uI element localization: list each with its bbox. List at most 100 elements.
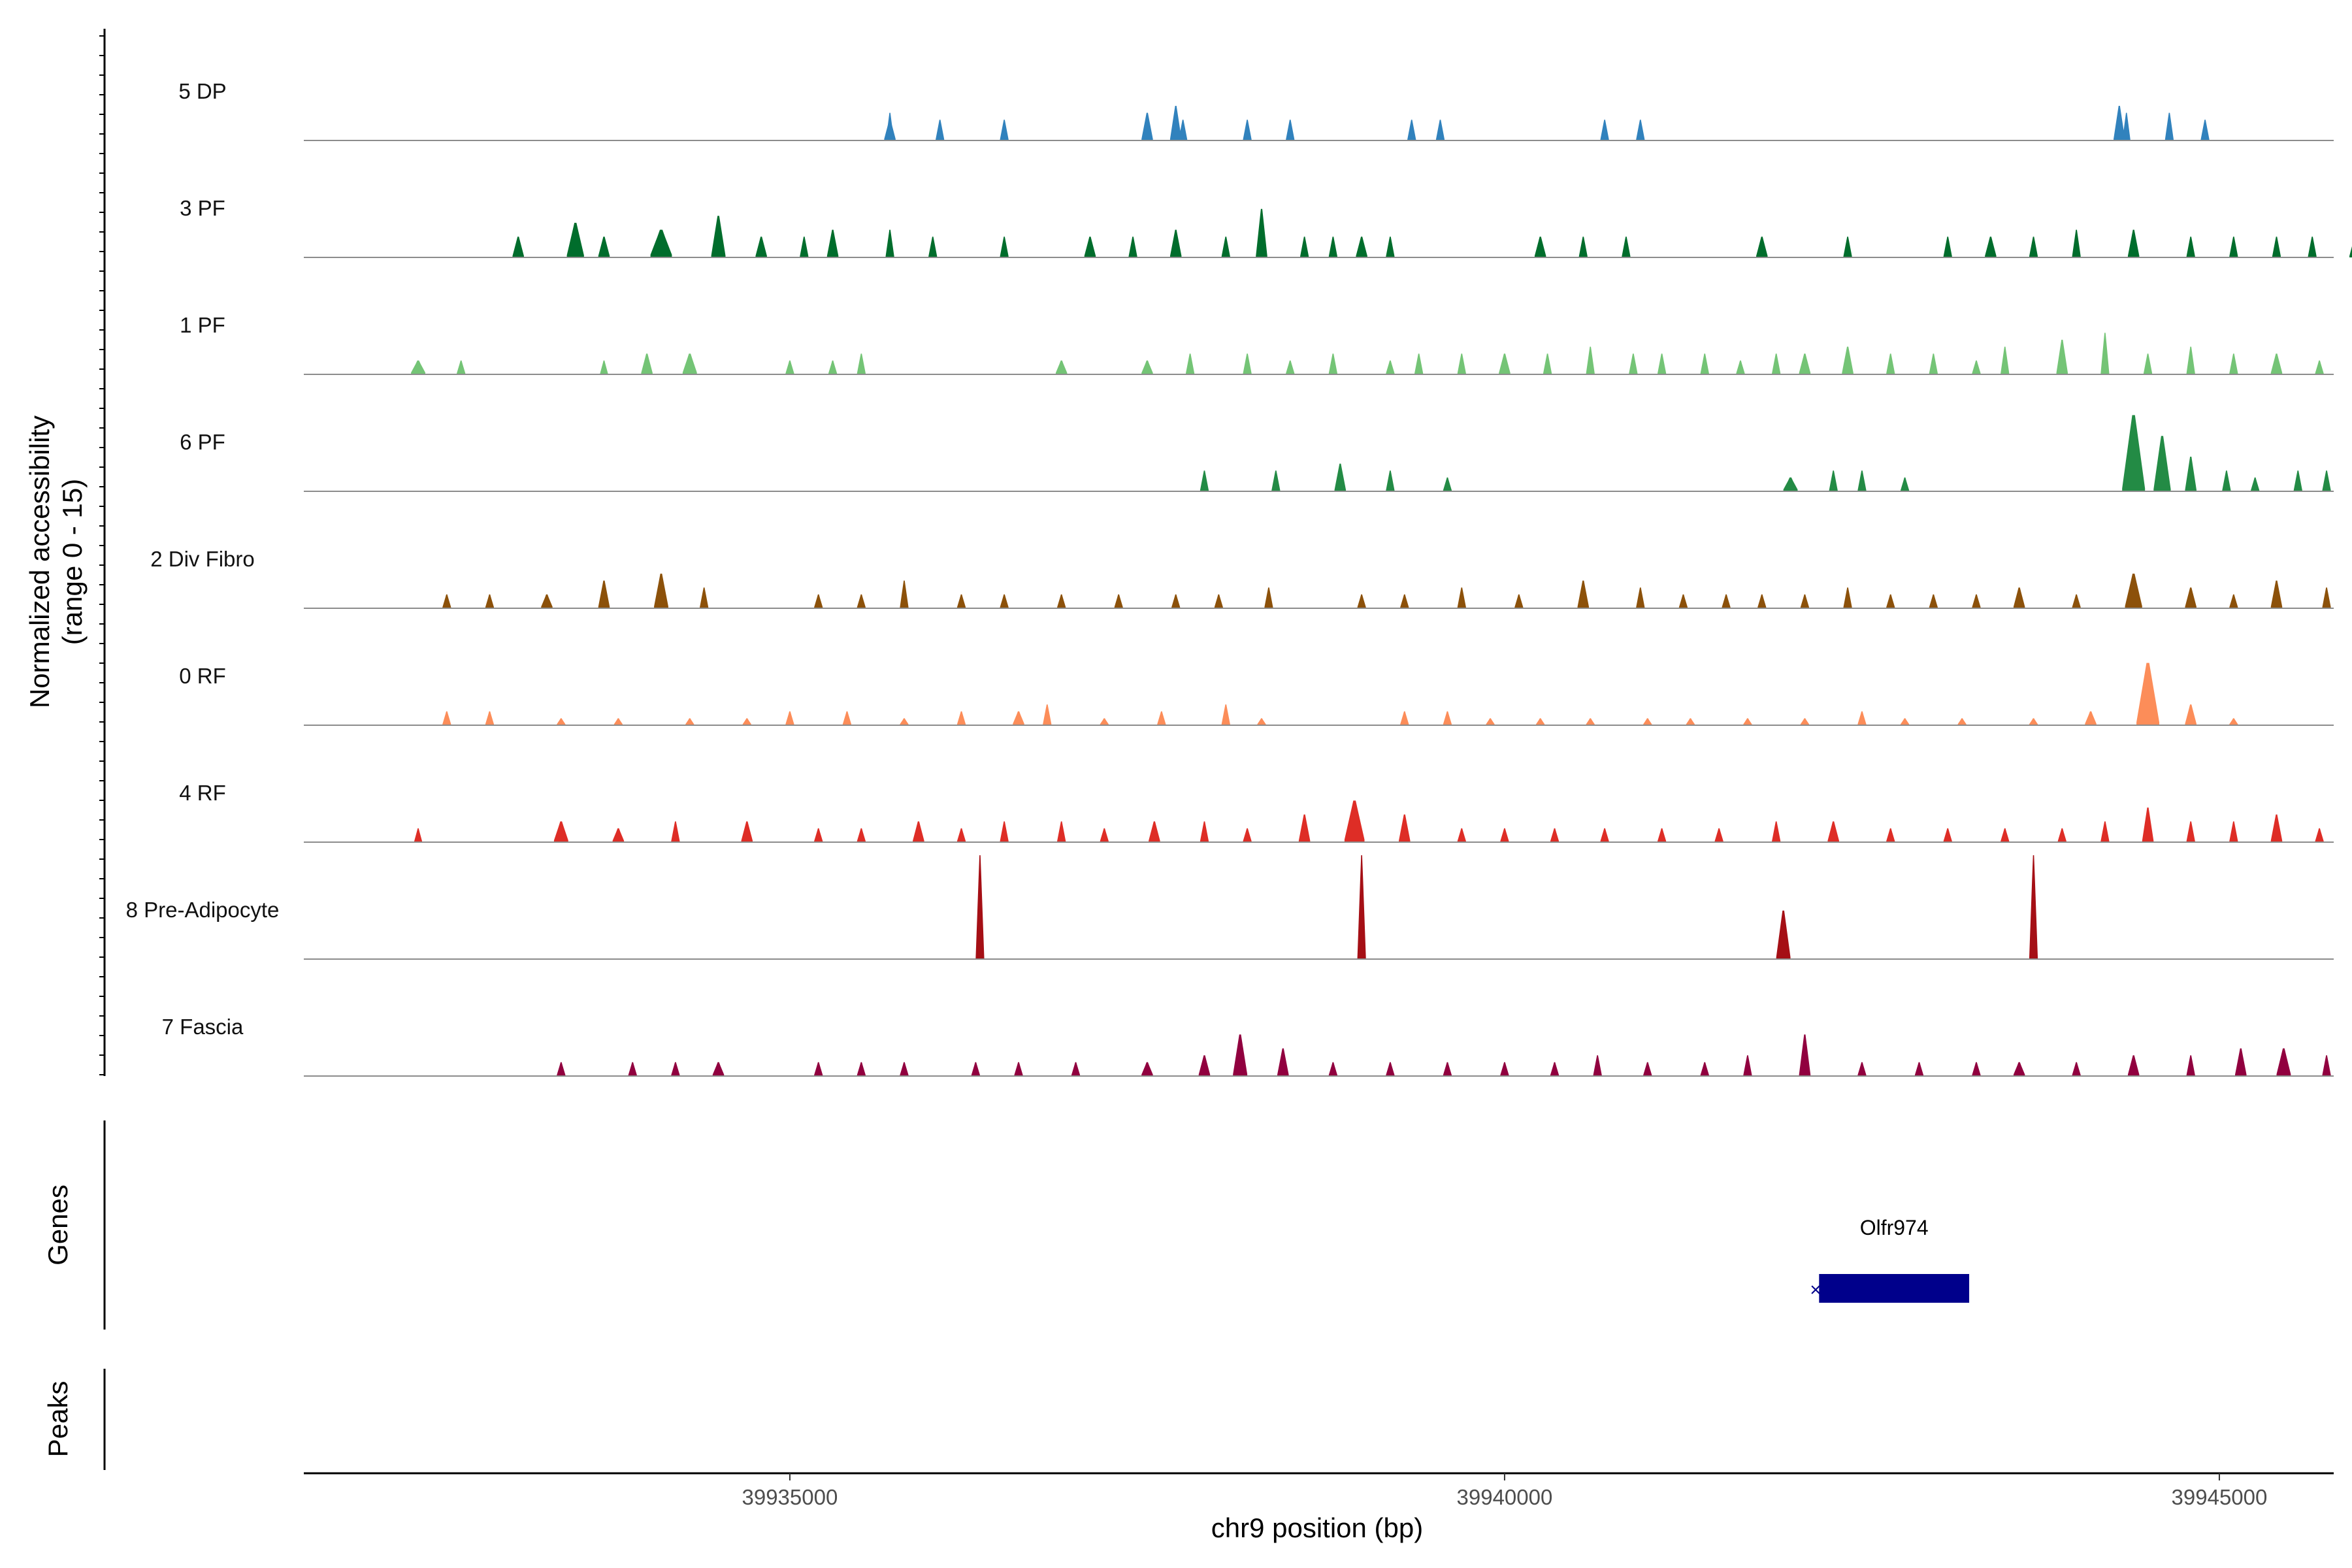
accessibility-peak	[2200, 120, 2210, 140]
accessibility-peak	[1586, 718, 1595, 725]
accessibility-peak	[1149, 821, 1160, 842]
accessibility-peak	[1233, 1034, 1248, 1076]
accessibility-peak	[1457, 587, 1466, 608]
accessibility-peak	[1443, 477, 1452, 491]
accessibility-peak	[1776, 910, 1791, 959]
accessibility-peak	[2153, 436, 2171, 491]
accessibility-peak	[1186, 353, 1195, 374]
accessibility-peak	[557, 718, 566, 725]
accessibility-peak	[1643, 1062, 1652, 1076]
accessibility-peak	[956, 594, 966, 608]
accessibility-peak	[1214, 594, 1223, 608]
accessibility-peak	[826, 229, 839, 257]
accessibility-peak	[654, 574, 668, 608]
accessibility-peak	[1842, 346, 1854, 374]
accessibility-peak	[557, 1062, 566, 1076]
accessibility-peak	[711, 216, 726, 257]
x-tick-label: 39945000	[2172, 1485, 2268, 1509]
accessibility-peak	[755, 237, 767, 257]
accessibility-peak	[900, 1062, 909, 1076]
accessibility-peak	[1000, 594, 1009, 608]
accessibility-peak	[1500, 828, 1509, 842]
x-axis-title: chr9 position (bp)	[1211, 1512, 1424, 1543]
track-6-pf: 6 PF	[180, 415, 2334, 492]
accessibility-peak	[1658, 828, 1667, 842]
accessibility-peak	[814, 828, 823, 842]
accessibility-peak	[1277, 1048, 1289, 1076]
accessibility-peak	[1328, 353, 1337, 374]
accessibility-peak	[2136, 662, 2160, 725]
accessibility-peak	[2127, 229, 2140, 257]
accessibility-peak	[785, 711, 794, 725]
accessibility-peak	[1857, 470, 1867, 491]
accessibility-peak	[1414, 353, 1424, 374]
accessibility-peak	[1550, 828, 1560, 842]
track-label: 8 Pre-Adipocyte	[126, 898, 280, 922]
accessibility-peak	[442, 594, 451, 608]
accessibility-peak	[1043, 704, 1052, 725]
accessibility-peak	[1972, 1062, 1981, 1076]
gene-label: Olfr974	[1860, 1216, 1929, 1239]
accessibility-peak	[1386, 237, 1395, 257]
accessibility-peak	[1386, 470, 1395, 491]
accessibility-peak	[971, 1062, 980, 1076]
accessibility-peak	[1772, 353, 1781, 374]
accessibility-peak	[414, 828, 423, 842]
accessibility-peak	[2122, 112, 2131, 140]
accessibility-peak	[1013, 711, 1024, 725]
accessibility-peak	[2029, 237, 2038, 257]
accessibility-peak	[2142, 808, 2154, 842]
accessibility-peak	[442, 711, 451, 725]
accessibility-peak	[2235, 1048, 2247, 1076]
accessibility-peak	[1200, 470, 1209, 491]
accessibility-peak	[2349, 246, 2352, 257]
accessibility-peak	[1686, 718, 1695, 725]
accessibility-peak	[650, 229, 672, 257]
accessibility-peak	[1179, 120, 1188, 140]
accessibility-peak	[1328, 1062, 1337, 1076]
accessibility-peak	[1943, 828, 1952, 842]
accessibility-peak	[2013, 1062, 2025, 1076]
accessibility-peak	[1857, 1062, 1867, 1076]
track-7-fascia: 7 Fascia	[162, 1015, 2334, 1077]
track-8-pre-adipocyte: 8 Pre-Adipocyte	[126, 855, 2334, 960]
accessibility-peak	[1593, 1055, 1602, 1076]
accessibility-peak	[2322, 470, 2331, 491]
accessibility-peak	[1071, 1062, 1081, 1076]
accessibility-peak	[885, 229, 894, 257]
accessibility-peak	[1435, 120, 1445, 140]
accessibility-peak	[2072, 594, 2081, 608]
accessibility-peak	[842, 711, 852, 725]
accessibility-peak	[1829, 470, 1838, 491]
accessibility-peak	[1271, 470, 1281, 491]
accessibility-peak	[1700, 353, 1709, 374]
accessibility-peak	[2100, 821, 2110, 842]
accessibility-peak	[1700, 1062, 1709, 1076]
accessibility-peak	[1407, 120, 1416, 140]
accessibility-peak	[1972, 594, 1981, 608]
accessibility-peak	[1141, 112, 1153, 140]
accessibility-peak	[1714, 828, 1723, 842]
accessibility-peak	[900, 580, 909, 608]
accessibility-peak	[1256, 208, 1267, 257]
accessibility-peak	[2125, 574, 2142, 608]
accessibility-peak	[2315, 828, 2324, 842]
accessibility-peak	[956, 711, 966, 725]
accessibility-peak	[1600, 828, 1609, 842]
accessibility-peak	[1756, 237, 1768, 257]
accessibility-peak	[2270, 353, 2283, 374]
accessibility-peak	[1886, 828, 1895, 842]
accessibility-peak	[1443, 1062, 1452, 1076]
accessibility-peak	[2185, 587, 2197, 608]
accessibility-peak	[1514, 594, 1524, 608]
track-3-pf: 3 PF	[180, 196, 2352, 258]
accessibility-peak	[2072, 1062, 2081, 1076]
accessibility-peak	[1221, 237, 1230, 257]
accessibility-peak	[1169, 229, 1182, 257]
track-label: 0 RF	[179, 664, 226, 688]
accessibility-peak	[1636, 587, 1645, 608]
track-2-div-fibro: 2 Div Fibro	[150, 547, 2334, 609]
accessibility-peak	[541, 594, 553, 608]
track-label: 7 Fascia	[162, 1015, 244, 1039]
